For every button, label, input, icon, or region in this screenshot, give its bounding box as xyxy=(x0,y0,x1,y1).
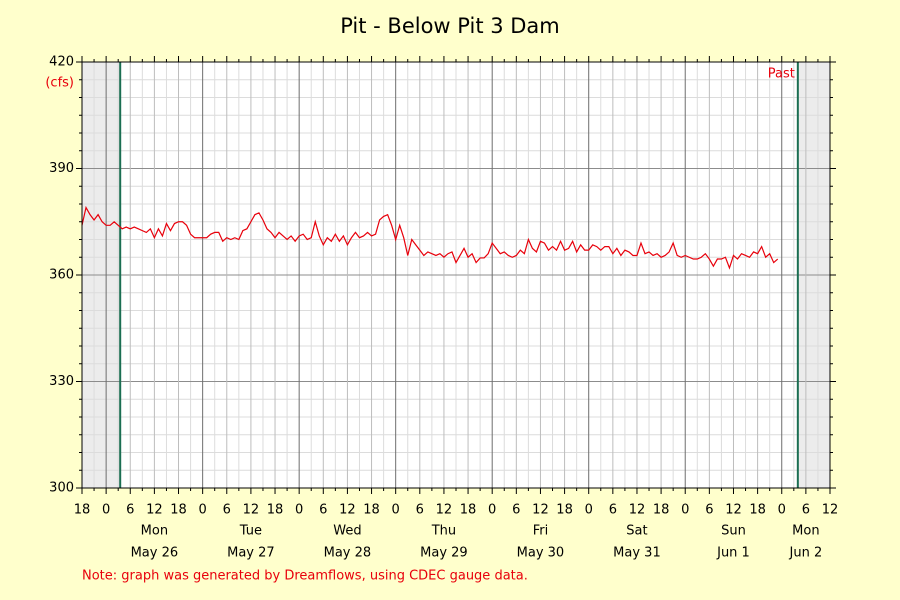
plot-frame xyxy=(81,61,831,489)
x-tick-label: 12 xyxy=(725,503,742,518)
x-tick-label: 18 xyxy=(170,503,187,518)
date-label: Jun 2 xyxy=(789,546,823,561)
x-tick-label: 18 xyxy=(363,503,380,518)
weekday-label: Thu xyxy=(431,524,456,539)
x-tick-label: 6 xyxy=(319,503,327,518)
weekday-label: Tue xyxy=(239,524,262,539)
x-tick-label: 18 xyxy=(653,503,670,518)
x-tick-label: 0 xyxy=(392,503,400,518)
date-label: May 27 xyxy=(227,546,275,561)
y-tick-label: 420 xyxy=(49,55,74,70)
y-tick-label: 390 xyxy=(49,161,74,176)
date-label: May 29 xyxy=(420,546,468,561)
weekday-label: Mon xyxy=(792,524,819,539)
note: Note: graph was generated by Dreamflows,… xyxy=(82,569,528,584)
weekday-label: Sun xyxy=(721,524,746,539)
x-tick-label: 18 xyxy=(749,503,766,518)
date-label: Jun 1 xyxy=(716,546,750,561)
x-tick-label: 0 xyxy=(199,503,207,518)
chart-title: Pit - Below Pit 3 Dam xyxy=(340,14,560,38)
date-label: May 31 xyxy=(613,546,661,561)
weekday-label: Mon xyxy=(141,524,168,539)
date-label: May 26 xyxy=(131,546,179,561)
x-tick-label: 12 xyxy=(339,503,356,518)
date-label: May 28 xyxy=(324,546,372,561)
x-tick-label: 0 xyxy=(295,503,303,518)
x-tick-label: 12 xyxy=(822,503,839,518)
x-tick-label: 0 xyxy=(585,503,593,518)
weekday-label: Fri xyxy=(533,524,549,539)
x-tick-label: 18 xyxy=(556,503,573,518)
x-tick-label: 6 xyxy=(126,503,134,518)
x-tick-label: 0 xyxy=(488,503,496,518)
x-tick-label: 12 xyxy=(629,503,646,518)
past-label: Past xyxy=(768,67,795,82)
x-tick-label: 0 xyxy=(778,503,786,518)
weekday-label: Wed xyxy=(333,524,361,539)
flow-line xyxy=(81,205,779,270)
x-tick-label: 12 xyxy=(146,503,163,518)
x-tick-label: 12 xyxy=(532,503,549,518)
y-unit: (cfs) xyxy=(45,76,74,91)
x-tick-label: 12 xyxy=(243,503,260,518)
x-tick-label: 6 xyxy=(609,503,617,518)
y-tick-label: 330 xyxy=(49,374,74,389)
y-tick-label: 300 xyxy=(49,481,74,496)
x-tick-label: 12 xyxy=(436,503,453,518)
x-tick-label: 0 xyxy=(681,503,689,518)
x-tick-label: 6 xyxy=(512,503,520,518)
x-tick-label: 18 xyxy=(74,503,91,518)
x-tick-label: 18 xyxy=(267,503,284,518)
x-tick-label: 0 xyxy=(102,503,110,518)
x-tick-label: 6 xyxy=(802,503,810,518)
weekday-label: Sat xyxy=(626,524,647,539)
x-tick-label: 18 xyxy=(460,503,477,518)
y-tick-label: 360 xyxy=(49,268,74,283)
x-tick-label: 6 xyxy=(416,503,424,518)
x-tick-label: 6 xyxy=(223,503,231,518)
x-tick-label: 6 xyxy=(705,503,713,518)
date-label: May 30 xyxy=(517,546,565,561)
